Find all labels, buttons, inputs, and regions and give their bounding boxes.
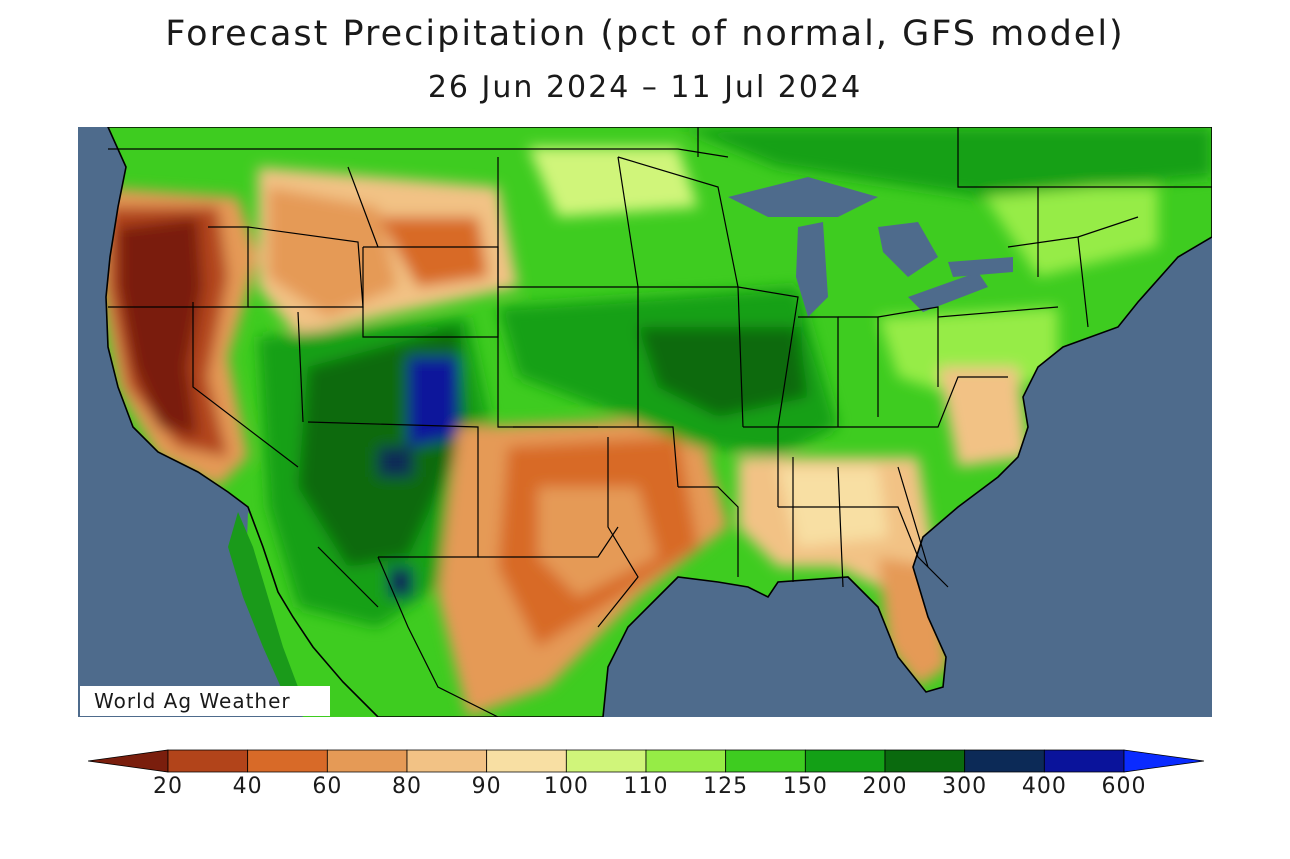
lake-superior	[728, 177, 878, 217]
legend-tick-label: 125	[703, 774, 749, 799]
legend-tick-label: 400	[1021, 774, 1067, 799]
legend-bin	[884, 749, 966, 773]
legend-tick-label: 80	[392, 774, 422, 799]
legend-bin	[964, 749, 1045, 773]
legend-tick-label: 300	[942, 774, 988, 799]
legend-bin	[486, 749, 567, 773]
legend-bin	[88, 749, 169, 773]
legend-bin	[1043, 749, 1125, 773]
lake-ontario	[948, 257, 1013, 277]
legend-tick-label: 20	[153, 774, 183, 799]
lake-huron	[878, 222, 938, 277]
color-scale-legend	[88, 749, 1204, 773]
legend-tick-label: 600	[1101, 774, 1147, 799]
lake-erie	[908, 272, 988, 312]
legend-bin	[326, 749, 408, 773]
legend-tick-label: 200	[862, 774, 908, 799]
legend-tick-label: 60	[312, 774, 343, 799]
legend-tick-label: 110	[623, 774, 669, 799]
map-subtitle: 26 Jun 2024 – 11 Jul 2024	[427, 70, 863, 105]
legend-bin	[645, 749, 727, 773]
map-title: Forecast Precipitation (pct of normal, G…	[165, 14, 1125, 54]
legend-bin	[1123, 749, 1204, 773]
legend-tick-label: 90	[471, 774, 502, 799]
lake-michigan	[796, 222, 828, 317]
legend-bin	[804, 749, 886, 773]
legend-tick-label: 150	[782, 774, 828, 799]
state-borders	[108, 127, 1212, 717]
legend-bin	[406, 749, 488, 773]
legend-bin	[247, 749, 328, 773]
credit-label: World Ag Weather	[80, 686, 330, 716]
legend-tick-label: 100	[543, 774, 589, 799]
legend-bin	[565, 749, 647, 773]
legend-tick-label: 40	[232, 774, 263, 799]
baja-land	[228, 512, 298, 692]
legend-bin	[167, 749, 249, 773]
legend-bin	[725, 749, 806, 773]
precipitation-map	[78, 127, 1212, 717]
